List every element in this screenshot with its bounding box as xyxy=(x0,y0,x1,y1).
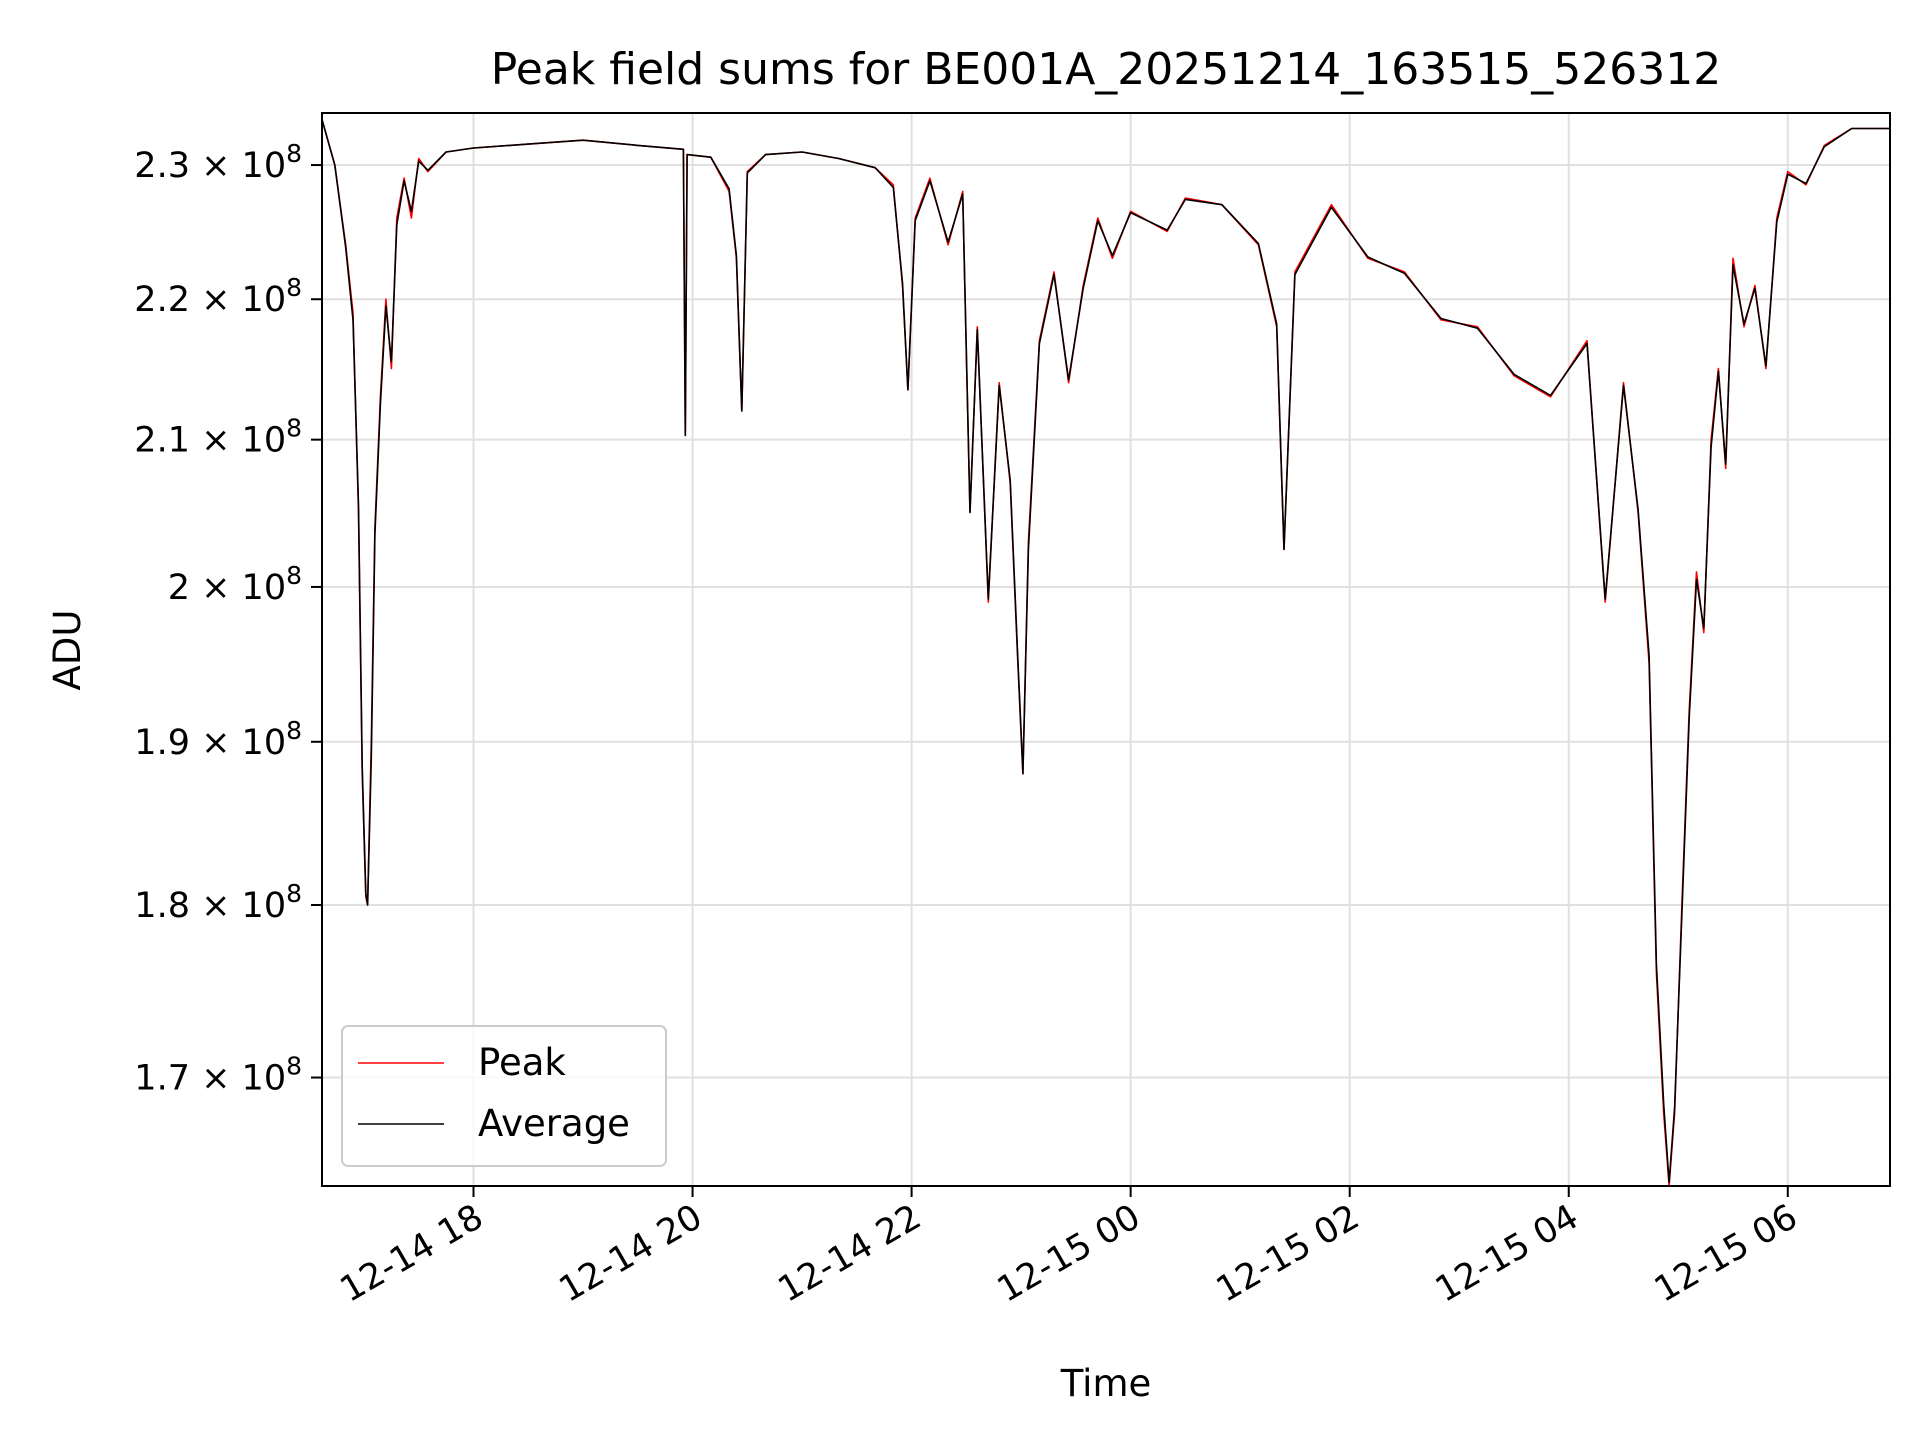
y-axis-label: ADU xyxy=(46,610,89,691)
y-tick-exponent: 8 xyxy=(286,1052,302,1081)
y-tick-mantissa: 2.3 xyxy=(134,146,190,186)
chart-title: Peak field sums for BE001A_20251214_1635… xyxy=(491,44,1721,95)
y-tick-label: 2.3 × 108 xyxy=(134,139,302,186)
y-tick-label: 2.2 × 108 xyxy=(134,273,302,320)
y-tick-mantissa: 2 xyxy=(168,568,190,608)
x-axis-label: Time xyxy=(1060,1362,1152,1405)
y-tick-label: 1.7 × 108 xyxy=(134,1052,302,1099)
y-tick-exponent: 8 xyxy=(286,879,302,908)
y-tick-label: 1.8 × 108 xyxy=(134,879,302,926)
y-tick-exponent: 8 xyxy=(286,273,302,302)
series-line-average xyxy=(321,119,1890,1184)
y-tick-label: 1.9 × 108 xyxy=(134,716,302,763)
y-tick-mantissa: 1.9 xyxy=(134,723,190,763)
y-tick-exponent: 8 xyxy=(286,716,302,745)
y-tick-exponent: 8 xyxy=(286,414,302,443)
legend-label-peak: Peak xyxy=(478,1041,566,1084)
legend-box xyxy=(341,1025,667,1167)
plot-frame xyxy=(321,112,1891,1187)
legend: Peak Average xyxy=(341,1025,667,1167)
y-axis: 1.7 × 108 1.8 × 108 1.9 × 108 2 × 108 2.1 × … xyxy=(134,139,322,1099)
series-layer xyxy=(321,119,1890,1187)
y-tick-mantissa: 2.2 xyxy=(134,280,190,320)
y-tick-mantissa: 2.1 xyxy=(134,421,190,461)
y-tick-exponent: 8 xyxy=(286,139,302,168)
legend-label-average: Average xyxy=(478,1102,630,1145)
y-tick-label: 2.1 × 108 xyxy=(134,414,302,461)
y-tick-label: 2 × 108 xyxy=(168,561,302,608)
y-tick-exponent: 8 xyxy=(286,561,302,590)
y-tick-mantissa: 1.7 xyxy=(134,1059,190,1099)
y-tick-mantissa: 1.8 xyxy=(134,886,190,926)
